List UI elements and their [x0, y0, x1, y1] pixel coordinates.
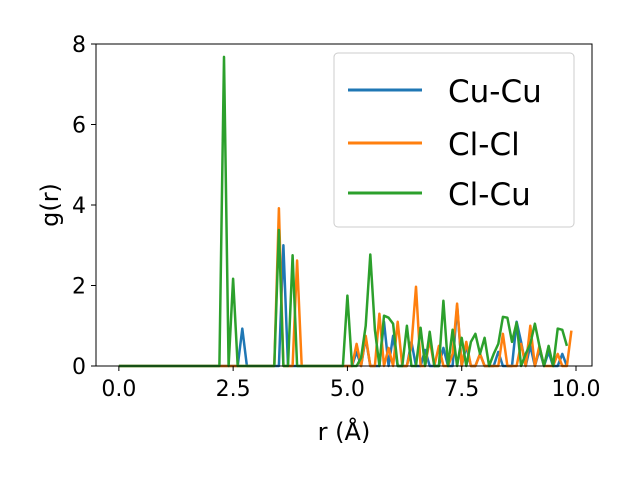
x-tick-label: 0.0	[101, 377, 136, 402]
y-tick-label: 4	[72, 194, 86, 219]
legend: Cu-Cu Cl-Cl Cl-Cu	[333, 52, 575, 228]
legend-label-cl-cu: Cl-Cu	[448, 177, 531, 213]
x-axis-label: r (Å)	[318, 417, 371, 446]
x-tick-label: 2.5	[216, 377, 251, 402]
x-tick-label: 10.0	[552, 377, 601, 402]
x-ticks: 0.0 2.5 5.0 7.5 10.0	[101, 366, 600, 402]
y-ticks: 0 2 4 6 8	[72, 33, 96, 380]
y-tick-label: 0	[72, 355, 86, 380]
legend-label-cu-cu: Cu-Cu	[448, 74, 542, 110]
x-tick-label: 7.5	[444, 377, 479, 402]
y-tick-label: 6	[72, 114, 86, 139]
x-tick-label: 5.0	[330, 377, 365, 402]
y-tick-label: 8	[72, 33, 86, 58]
legend-label-cl-cl: Cl-Cl	[448, 127, 520, 163]
legend-box	[333, 52, 575, 228]
y-tick-label: 2	[72, 275, 86, 300]
y-axis-label: g(r)	[36, 183, 64, 227]
